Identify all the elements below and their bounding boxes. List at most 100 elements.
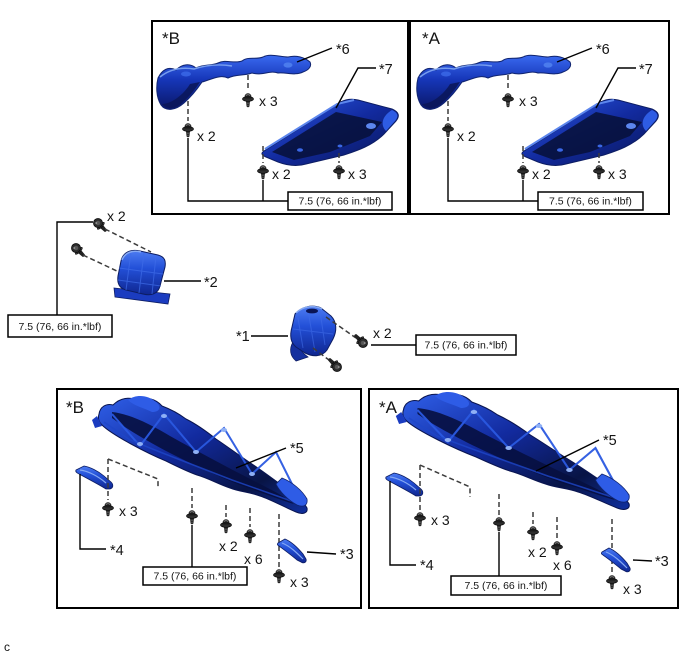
box-border — [409, 20, 670, 215]
count-label: x 3 — [119, 503, 138, 519]
torque-connector-line — [447, 138, 538, 202]
count-label: x 2 — [373, 325, 392, 341]
torque-callout — [287, 191, 393, 211]
screw-icon — [182, 122, 194, 138]
callout-box-top-left: *B *6 *7 x 3 x 2 x 2 x 3 7.5 (76, 66 in.… — [151, 20, 409, 215]
box-border — [368, 388, 679, 609]
torque-callout — [7, 314, 113, 338]
torque-callout — [415, 334, 517, 356]
leader-line — [535, 439, 600, 472]
box-border — [56, 388, 362, 609]
dashed-line — [82, 254, 120, 273]
torque-connector-line — [56, 221, 93, 315]
count-label: x 2 — [107, 208, 126, 224]
part-label-3: *3 — [340, 547, 354, 563]
part-2-shape — [113, 249, 171, 305]
screw-icon — [242, 92, 254, 108]
bolt-icon — [324, 354, 345, 375]
count-label: x 3 — [259, 93, 278, 109]
callout-box-bottom-left: *B *5 *4 x 3 7.5 (76, 66 in.*lbf) x 2 x … — [56, 388, 362, 609]
count-label: x 2 — [528, 544, 547, 560]
part-3-shape — [276, 538, 307, 564]
part-label-6: *6 — [336, 42, 350, 58]
part-5-shape — [91, 395, 309, 515]
screw-icon — [220, 518, 232, 534]
count-label: x 6 — [553, 557, 572, 573]
leader-line — [595, 67, 636, 109]
part-label-5: *5 — [603, 433, 617, 449]
hidden-edge-dashed — [419, 464, 471, 497]
count-label: x 3 — [608, 166, 627, 182]
count-label: x 2 — [457, 128, 476, 144]
count-label: x 3 — [623, 581, 642, 597]
center-part-2-group: x 2 *2 7.5 (76, 66 in.*lbf) — [7, 208, 218, 338]
part-label-7: *7 — [379, 62, 393, 78]
torque-label: 7.5 (76, 66 in.*lbf) — [154, 571, 237, 583]
bolt-icon — [68, 240, 89, 261]
leader-line — [296, 47, 333, 63]
screw-icon — [186, 509, 198, 525]
part-1-shape — [289, 305, 337, 362]
count-label: x 3 — [519, 93, 538, 109]
figure-footnote: c — [4, 640, 10, 654]
part-4-shape — [385, 472, 424, 497]
screw-icon — [593, 164, 605, 180]
part-6-and-7-art — [155, 54, 400, 167]
torque-label: 7.5 (76, 66 in.*lbf) — [425, 340, 508, 352]
screw-icon — [517, 164, 529, 180]
leader-line — [79, 474, 106, 550]
screw-icon — [551, 540, 563, 556]
part-6-and-7-art — [415, 54, 660, 167]
leader-line — [632, 559, 653, 562]
variant-label: *A — [422, 29, 441, 48]
leader-line — [306, 551, 337, 555]
part-label-1: *1 — [236, 329, 250, 345]
part-label-4: *4 — [110, 543, 124, 559]
leader-line — [556, 47, 593, 63]
dashed-line — [325, 316, 357, 339]
count-label: x 2 — [219, 538, 238, 554]
center-part-1-group: *1 x 2 7.5 (76, 66 in.*lbf) — [236, 305, 517, 375]
bolt-icon — [350, 330, 371, 351]
screw-icon — [273, 568, 285, 584]
screw-icon — [442, 122, 454, 138]
variant-label: *B — [162, 29, 180, 48]
screw-icon — [493, 516, 505, 532]
variant-label: *B — [66, 398, 84, 417]
screw-icon — [527, 525, 539, 541]
part-label-7: *7 — [639, 62, 653, 78]
screw-icon — [102, 501, 114, 517]
torque-label: 7.5 (76, 66 in.*lbf) — [19, 321, 102, 333]
callout-box-bottom-right: *A *5 *4 x 3 7.5 (76, 66 in.*lbf) x 2 x … — [368, 388, 679, 609]
dashed-line — [312, 347, 330, 361]
screw-icon — [244, 528, 256, 544]
torque-label: 7.5 (76, 66 in.*lbf) — [465, 580, 548, 592]
count-label: x 3 — [290, 574, 309, 590]
dashed-line — [104, 228, 152, 253]
torque-callout — [537, 191, 644, 211]
part-label-5: *5 — [290, 441, 304, 457]
part-3-shape — [600, 547, 631, 573]
callout-box-top-right: *A *6 *7 x 3 x 2 x 2 x 3 7.5 (76, 66 in.… — [409, 20, 670, 215]
torque-label: 7.5 (76, 66 in.*lbf) — [299, 196, 382, 208]
variant-label: *A — [379, 398, 398, 417]
part-label-2: *2 — [204, 275, 218, 291]
box-border — [151, 20, 409, 215]
count-label: x 3 — [431, 512, 450, 528]
part-label-4: *4 — [420, 558, 434, 574]
torque-connector-line — [187, 138, 288, 202]
leader-line — [335, 67, 376, 109]
leader-line — [235, 447, 287, 469]
part-label-6: *6 — [596, 42, 610, 58]
leader-line — [389, 481, 416, 566]
torque-callout — [450, 575, 562, 596]
screw-icon — [333, 164, 345, 180]
torque-label: 7.5 (76, 66 in.*lbf) — [549, 196, 632, 208]
screw-icon — [606, 574, 618, 590]
count-label: x 2 — [197, 128, 216, 144]
torque-callout — [142, 566, 248, 586]
part-5-shape — [394, 390, 631, 511]
screw-icon — [257, 164, 269, 180]
